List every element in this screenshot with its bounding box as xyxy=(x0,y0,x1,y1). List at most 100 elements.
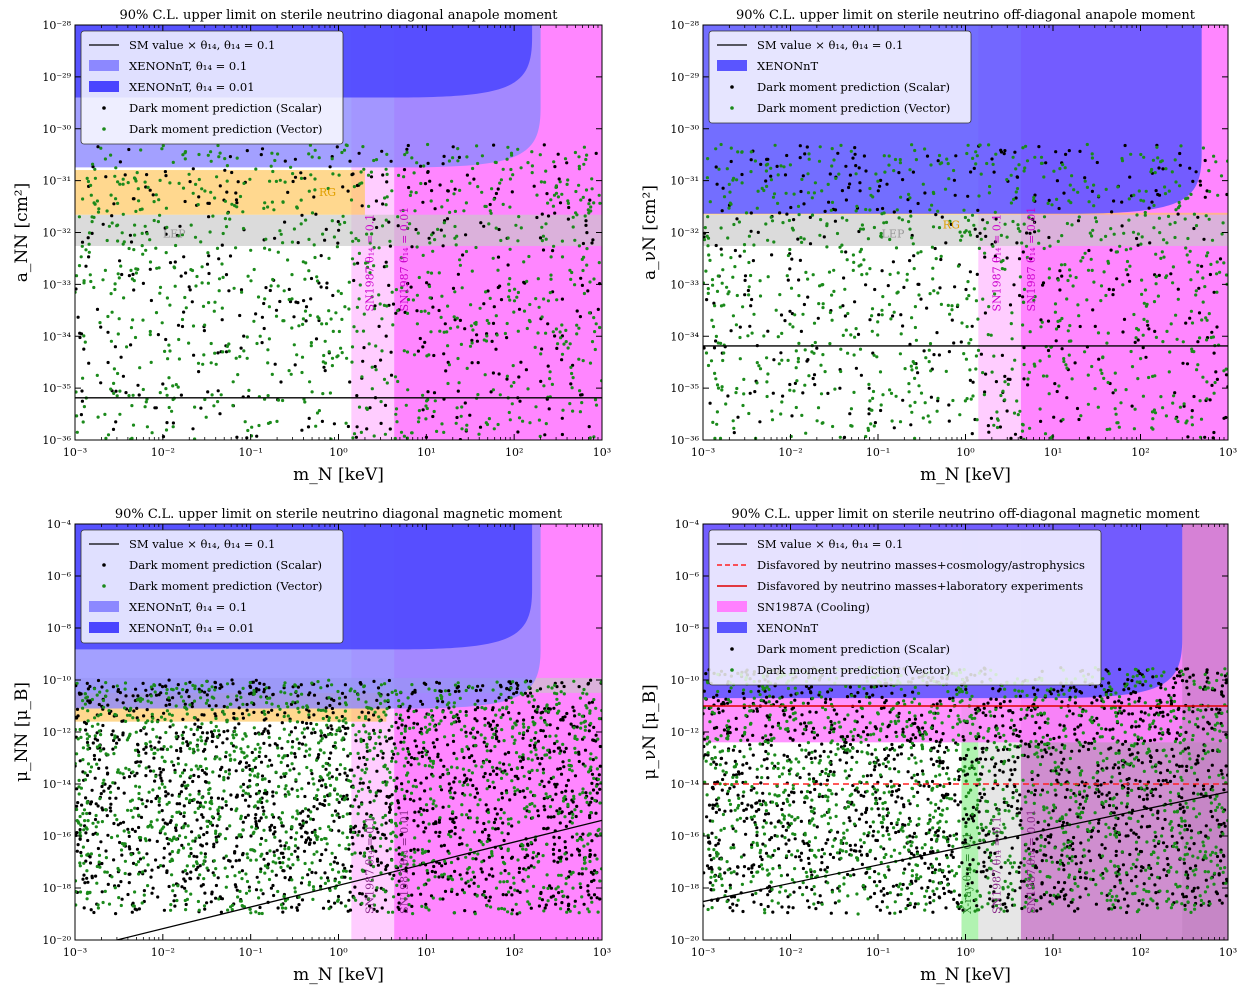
scalar-point xyxy=(892,426,896,430)
vector-point xyxy=(981,297,985,301)
vector-point xyxy=(507,295,511,299)
vector-point xyxy=(512,310,516,314)
vector-point xyxy=(756,189,760,193)
scalar-point xyxy=(369,863,373,867)
vector-point xyxy=(1154,252,1158,256)
scalar-point xyxy=(516,889,520,893)
scalar-point xyxy=(243,798,248,802)
vector-point xyxy=(1001,389,1005,393)
scalar-point xyxy=(348,812,352,816)
vector-point xyxy=(75,430,79,434)
vector-point xyxy=(837,172,841,176)
vector-point xyxy=(725,285,729,289)
vector-point xyxy=(566,199,570,203)
vector-point xyxy=(327,309,331,313)
vector-point xyxy=(1176,297,1180,301)
scalar-point xyxy=(1186,435,1190,439)
vector-point xyxy=(106,433,111,437)
vector-point xyxy=(163,349,167,353)
vector-point xyxy=(946,162,950,166)
vector-point xyxy=(164,387,168,391)
vector-point xyxy=(927,360,931,364)
vector-point xyxy=(1151,417,1155,421)
scalar-point xyxy=(808,215,812,219)
vector-point xyxy=(86,762,91,766)
scalar-point xyxy=(1025,231,1029,235)
scalar-point xyxy=(483,827,487,832)
scalar-point xyxy=(868,318,872,322)
vector-point xyxy=(1092,183,1096,187)
scalar-point xyxy=(1021,295,1025,299)
vector-point xyxy=(367,897,371,901)
annotation-region-label: SN1987 θ₁₄ = 0.1 xyxy=(363,214,376,312)
scalar-point xyxy=(984,372,988,376)
vector-point xyxy=(878,370,883,374)
vector-point xyxy=(1077,215,1081,219)
scalar-point xyxy=(135,706,139,711)
vector-point xyxy=(327,256,331,260)
scalar-point xyxy=(536,809,540,813)
scalar-point xyxy=(111,685,115,689)
scalar-point xyxy=(864,169,868,173)
vector-point xyxy=(983,227,987,231)
scalar-point xyxy=(886,284,890,288)
scalar-point xyxy=(239,346,243,350)
scalar-point xyxy=(467,884,471,888)
scalar-point xyxy=(1176,287,1180,291)
vector-point xyxy=(507,282,511,286)
vector-point xyxy=(161,144,165,148)
scalar-point xyxy=(445,217,450,221)
scalar-point xyxy=(434,820,438,824)
scalar-point xyxy=(432,822,436,826)
vector-point xyxy=(810,213,815,217)
vector-point xyxy=(946,303,950,307)
scalar-point xyxy=(1192,226,1196,231)
vector-point xyxy=(501,771,505,775)
scalar-point xyxy=(580,283,585,287)
scalar-point xyxy=(192,773,196,778)
vector-point xyxy=(362,167,366,171)
vector-point xyxy=(427,284,432,289)
vector-point xyxy=(585,153,589,157)
scalar-point xyxy=(136,806,140,811)
scalar-point xyxy=(234,198,239,202)
vector-point xyxy=(456,159,460,163)
scalar-point xyxy=(229,793,233,797)
scalar-point xyxy=(541,248,546,252)
vector-point xyxy=(157,266,161,270)
scalar-point xyxy=(293,726,297,730)
scalar-point xyxy=(546,322,550,326)
vector-point xyxy=(950,308,954,312)
vector-point xyxy=(554,191,559,195)
vector-point xyxy=(443,689,448,693)
scalar-point xyxy=(203,780,208,784)
vector-point xyxy=(206,281,210,285)
scalar-point xyxy=(1015,241,1019,245)
vector-point xyxy=(1214,160,1218,164)
vector-point xyxy=(1009,201,1014,205)
vector-point xyxy=(796,360,800,364)
vector-point xyxy=(1056,319,1060,323)
vector-point xyxy=(197,177,201,182)
x-tick-label: 10⁻¹ xyxy=(239,446,263,459)
scalar-point xyxy=(788,267,792,271)
scalar-point xyxy=(1012,283,1016,287)
vector-point xyxy=(844,328,848,332)
scalar-point xyxy=(173,260,177,264)
scalar-point xyxy=(420,702,425,706)
vector-point xyxy=(396,215,400,219)
scalar-point xyxy=(397,879,401,883)
vector-point xyxy=(260,777,265,782)
vector-point xyxy=(1118,244,1122,248)
scalar-point xyxy=(235,888,239,892)
vector-point xyxy=(174,383,178,387)
scalar-point xyxy=(441,773,445,777)
vector-point xyxy=(966,218,971,222)
scalar-point xyxy=(439,228,443,232)
annotation-region-label: SN1987 θ₁₄ = 0.01 xyxy=(1025,207,1038,312)
scalar-point xyxy=(792,218,796,222)
scalar-point xyxy=(908,259,912,263)
scalar-point xyxy=(261,892,265,896)
vector-point xyxy=(967,341,971,345)
